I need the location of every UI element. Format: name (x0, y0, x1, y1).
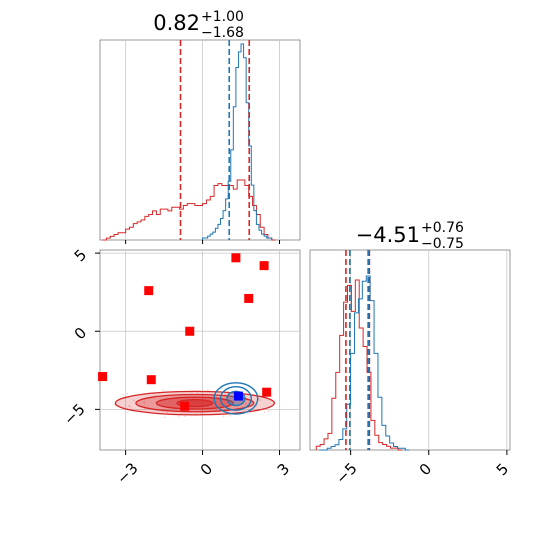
scatter-points (98, 253, 272, 411)
title-param1-up: +1.00 (201, 9, 244, 25)
sample-dot (229, 414, 231, 417)
y-tick-labels: 5 0 −5 (60, 246, 90, 429)
sample-dot (224, 393, 226, 396)
marker-point (233, 391, 243, 401)
sample-dot (126, 411, 129, 413)
sample-dot (143, 401, 146, 403)
title-param2-main: −4.51 (356, 223, 420, 247)
y-tick-label-neg5: −5 (60, 400, 88, 428)
y-tick-label-0: 0 (71, 324, 90, 343)
scatter-point-4 (185, 326, 195, 336)
histogram-param1 (102, 40, 276, 241)
sample-dot (220, 387, 223, 390)
sample-dot (122, 393, 124, 396)
y-tick-label-5: 5 (71, 246, 90, 265)
hist-param1-red (102, 179, 276, 241)
x2-tick-label-5: 5 (493, 460, 512, 479)
sample-dot (177, 415, 180, 417)
panel-frame-top (99, 39, 301, 241)
sample-dot (207, 389, 209, 391)
sample-dot (259, 393, 261, 395)
title-param2-up: +0.76 (421, 220, 464, 236)
sample-dot (244, 403, 247, 405)
scatter-point-1 (259, 261, 269, 271)
hist-param2-blue (319, 275, 410, 451)
sample-dot (263, 411, 266, 413)
x2-tick-label-0: 0 (416, 460, 435, 479)
scatter-point-8 (180, 401, 190, 411)
x2-tick-label-neg5: −5 (332, 459, 360, 487)
sample-dot (163, 416, 166, 419)
scatter-point-6 (146, 375, 156, 385)
hist-param2-red (315, 279, 403, 451)
sample-dot (222, 415, 225, 418)
contour-blue-1 (219, 386, 252, 411)
x-tick-label-0: 0 (197, 460, 216, 479)
sample-dot (267, 410, 270, 412)
sample-dot (161, 410, 164, 413)
x-tick-label-3: 3 (274, 460, 293, 479)
histogram-param2 (315, 250, 410, 451)
hist-param1-blue (202, 43, 273, 240)
sample-dot (126, 392, 129, 395)
sample-dot (133, 399, 135, 402)
contour-blue-0 (213, 382, 259, 415)
scatter-point-3 (244, 293, 254, 303)
sample-dot (162, 389, 164, 392)
sample-dot (129, 405, 132, 408)
histogram-panel-param2 (309, 249, 511, 455)
sample-dot (127, 404, 130, 407)
title-param1-main: 0.82 (153, 11, 200, 35)
scatter-point-7 (262, 387, 272, 397)
scatter-point-0 (231, 253, 241, 263)
contours (114, 382, 276, 419)
x-tick-label-neg3: −3 (113, 459, 141, 487)
joint-panel (95, 249, 301, 455)
sample-dot (184, 415, 186, 417)
title-param2-down: −0.75 (421, 236, 464, 252)
scatter-point-5 (98, 372, 108, 382)
scatter-point-2 (144, 286, 154, 296)
panel-frame-right (309, 249, 511, 451)
histogram-panel-param1 (99, 39, 301, 244)
panel-frame-joint (99, 249, 301, 451)
grid-top (125, 40, 280, 244)
sample-dot (259, 399, 262, 401)
x-tick-labels-joint: −3 0 3 (113, 459, 293, 487)
x-tick-labels-right: −5 0 5 (332, 459, 512, 487)
sample-dot (166, 411, 168, 414)
title-param1-down: −1.68 (201, 25, 244, 41)
